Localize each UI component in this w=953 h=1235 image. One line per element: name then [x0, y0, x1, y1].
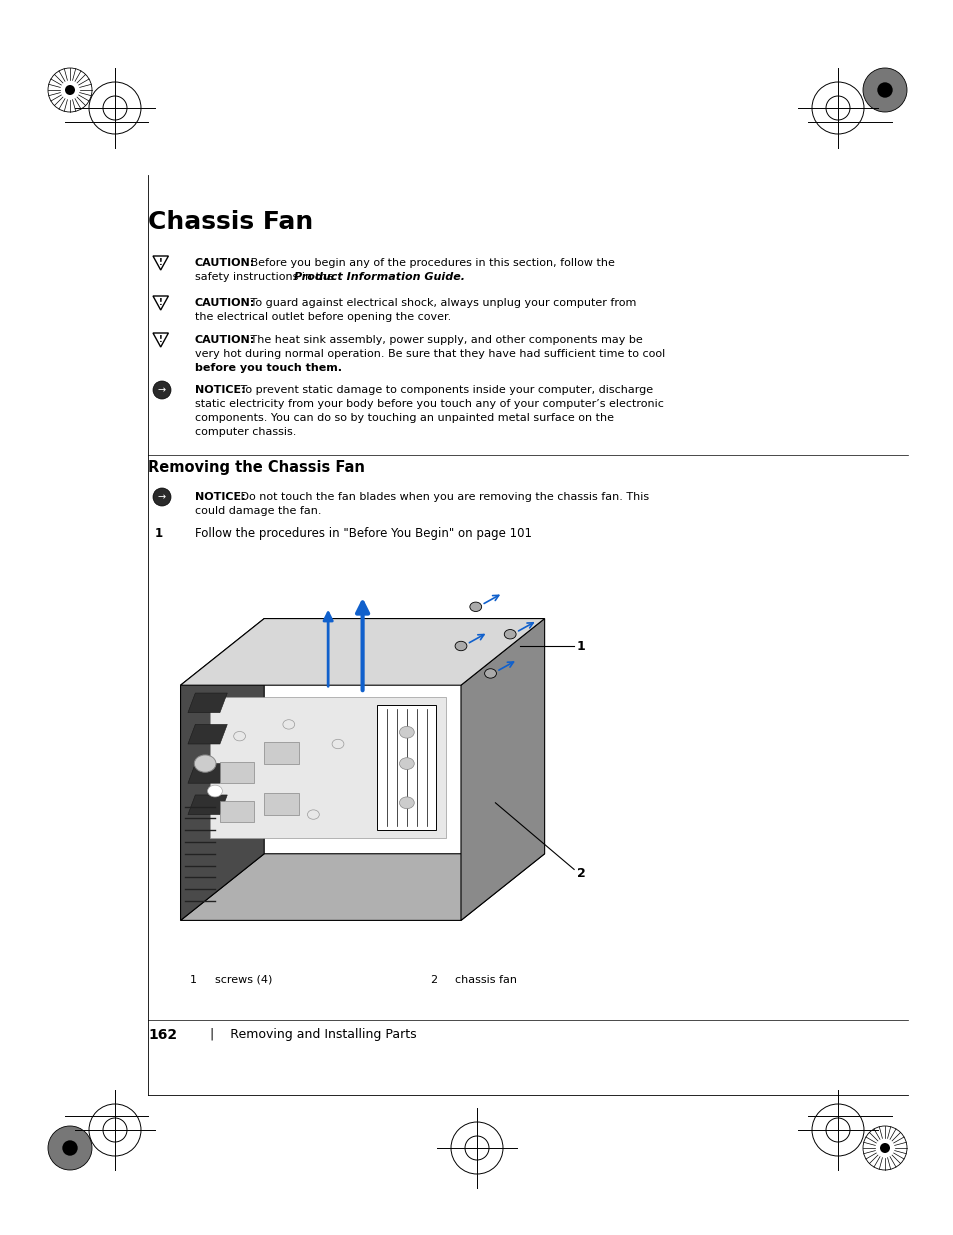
FancyBboxPatch shape [220, 800, 254, 823]
Polygon shape [188, 725, 227, 743]
Text: Product Information Guide.: Product Information Guide. [294, 272, 464, 282]
Text: before you touch them.: before you touch them. [194, 363, 341, 373]
Text: Follow the procedures in "Before You Begin" on page 101: Follow the procedures in "Before You Beg… [194, 527, 532, 540]
Text: Before you begin any of the procedures in this section, follow the: Before you begin any of the procedures i… [247, 258, 615, 268]
Circle shape [504, 630, 516, 638]
Text: 2: 2 [430, 974, 436, 986]
Text: →: → [158, 385, 166, 395]
Text: computer chassis.: computer chassis. [194, 427, 296, 437]
Text: To guard against electrical shock, always unplug your computer from: To guard against electrical shock, alway… [247, 298, 636, 308]
Circle shape [62, 1140, 77, 1156]
Text: !: ! [158, 258, 162, 267]
FancyBboxPatch shape [264, 793, 298, 815]
Text: the electrical outlet before opening the cover.: the electrical outlet before opening the… [194, 312, 451, 322]
Text: Do not touch the fan blades when you are removing the chassis fan. This: Do not touch the fan blades when you are… [236, 492, 648, 501]
Text: CAUTION:: CAUTION: [194, 298, 255, 308]
Text: !: ! [158, 335, 162, 343]
Circle shape [399, 726, 414, 739]
Text: Removing the Chassis Fan: Removing the Chassis Fan [148, 459, 364, 475]
Text: 1: 1 [576, 640, 585, 652]
Polygon shape [210, 697, 446, 839]
Text: 1: 1 [154, 527, 163, 540]
Circle shape [470, 603, 481, 611]
Text: 162: 162 [148, 1028, 177, 1042]
Polygon shape [377, 705, 436, 830]
Text: NOTICE:: NOTICE: [194, 385, 245, 395]
Text: CAUTION:: CAUTION: [194, 335, 255, 345]
Text: CAUTION:: CAUTION: [194, 258, 255, 268]
FancyBboxPatch shape [220, 762, 254, 783]
Text: →: → [158, 492, 166, 501]
Circle shape [152, 382, 171, 399]
Text: 2: 2 [576, 867, 585, 879]
Circle shape [48, 1126, 91, 1170]
Circle shape [399, 797, 414, 809]
Circle shape [152, 488, 171, 506]
Polygon shape [188, 795, 227, 815]
Text: chassis fan: chassis fan [455, 974, 517, 986]
Text: safety instructions in the: safety instructions in the [194, 272, 337, 282]
Polygon shape [188, 693, 227, 713]
Polygon shape [180, 853, 544, 920]
Circle shape [877, 83, 892, 98]
Polygon shape [180, 619, 544, 685]
Text: components. You can do so by touching an unpainted metal surface on the: components. You can do so by touching an… [194, 412, 614, 424]
Text: 1: 1 [190, 974, 196, 986]
Circle shape [862, 68, 906, 112]
Text: The heat sink assembly, power supply, and other components may be: The heat sink assembly, power supply, an… [247, 335, 642, 345]
Polygon shape [460, 619, 544, 920]
FancyBboxPatch shape [264, 742, 298, 763]
Text: Chassis Fan: Chassis Fan [148, 210, 313, 233]
Text: !: ! [158, 298, 162, 306]
Circle shape [484, 668, 496, 678]
Text: |    Removing and Installing Parts: | Removing and Installing Parts [210, 1028, 416, 1041]
Circle shape [65, 85, 75, 95]
Circle shape [194, 755, 215, 772]
Circle shape [208, 785, 222, 797]
Circle shape [455, 641, 466, 651]
Circle shape [879, 1144, 889, 1153]
Circle shape [399, 758, 414, 769]
Text: static electricity from your body before you touch any of your computer’s electr: static electricity from your body before… [194, 399, 663, 409]
Text: NOTICE:: NOTICE: [194, 492, 245, 501]
Polygon shape [180, 619, 264, 920]
Text: very hot during normal operation. Be sure that they have had sufficient time to : very hot during normal operation. Be sur… [194, 350, 664, 359]
Text: screws (4): screws (4) [214, 974, 273, 986]
Polygon shape [188, 763, 227, 783]
Text: To prevent static damage to components inside your computer, discharge: To prevent static damage to components i… [236, 385, 653, 395]
Text: could damage the fan.: could damage the fan. [194, 506, 321, 516]
